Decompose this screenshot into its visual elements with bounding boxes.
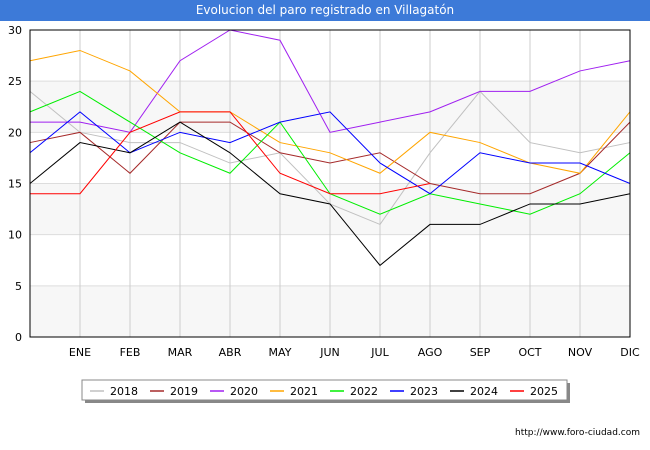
series-line-2019: [29, 121, 631, 195]
x-tick-label: JUN: [319, 346, 340, 359]
legend-label: 2025: [530, 385, 558, 398]
y-tick-label: 30: [8, 24, 22, 37]
x-tick-label: ENE: [69, 346, 91, 359]
legend-label: 2022: [350, 385, 378, 398]
x-tick-label: JUL: [370, 346, 389, 359]
legend-label: 2021: [290, 385, 318, 398]
legend-label: 2024: [470, 385, 498, 398]
series-line-2025: [30, 111, 431, 195]
x-tick-label: DIC: [620, 346, 640, 359]
chart-title: Evolucion del paro registrado en Villaga…: [0, 0, 650, 21]
legend-label: 2018: [110, 385, 138, 398]
x-tick-label: MAY: [269, 346, 292, 359]
x-tick-label: ABR: [219, 346, 242, 359]
legend-label: 2023: [410, 385, 438, 398]
x-tick-label: MAR: [168, 346, 193, 359]
x-tick-label: OCT: [518, 346, 541, 359]
legend-label: 2020: [230, 385, 258, 398]
x-tick-label: FEB: [120, 346, 141, 359]
x-tick-label: NOV: [568, 346, 593, 359]
y-tick-label: 5: [15, 280, 22, 293]
legend-box: [81, 379, 568, 401]
y-tick-label: 15: [8, 178, 22, 191]
y-tick-label: 0: [15, 331, 22, 344]
plot-border: [29, 29, 631, 338]
legend-label: 2019: [170, 385, 198, 398]
y-tick-label: 20: [8, 126, 22, 139]
footer-url[interactable]: http://www.foro-ciudad.com: [515, 428, 640, 438]
y-tick-label: 10: [8, 229, 22, 242]
series-line-2024: [29, 121, 631, 267]
x-tick-label: SEP: [470, 346, 491, 359]
x-tick-label: AGO: [418, 346, 443, 359]
y-tick-label: 25: [8, 75, 22, 88]
